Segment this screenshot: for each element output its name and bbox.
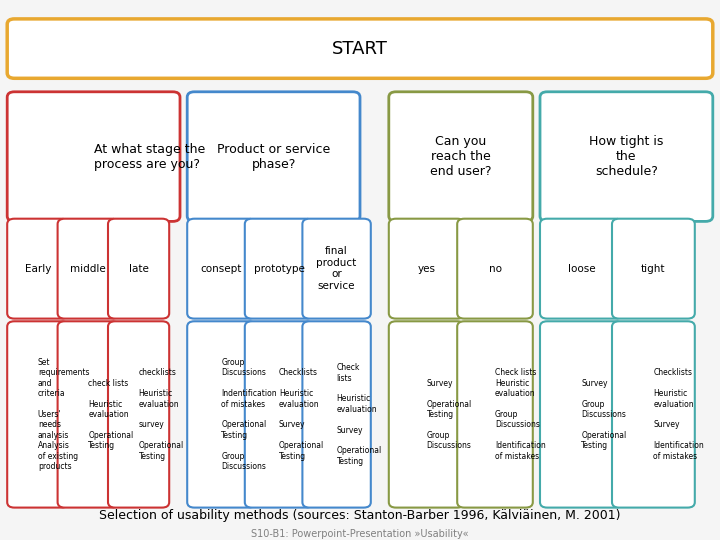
Text: check lists

Heuristic
evaluation

Operational
Testing: check lists Heuristic evaluation Operati…: [89, 379, 133, 450]
FancyBboxPatch shape: [58, 219, 119, 319]
Text: Set
requirements
and
criteria

Users'
needs
analysis
Analysis
of existing
produc: Set requirements and criteria Users' nee…: [38, 358, 89, 471]
FancyBboxPatch shape: [612, 219, 695, 319]
Text: Check lists
Heuristic
evaluation

Group
Discussions

Identification
of mistakes: Check lists Heuristic evaluation Group D…: [495, 368, 546, 461]
FancyBboxPatch shape: [389, 321, 464, 508]
Text: At what stage the
process are you?: At what stage the process are you?: [94, 143, 205, 171]
Text: Survey

Group
Discussions

Operational
Testing: Survey Group Discussions Operational Tes…: [582, 379, 626, 450]
Text: loose: loose: [567, 264, 595, 274]
FancyBboxPatch shape: [187, 92, 360, 221]
Text: checklists

Heuristic
evaluation

survey

Operational
Testing: checklists Heuristic evaluation survey O…: [138, 368, 184, 461]
FancyBboxPatch shape: [108, 219, 169, 319]
Text: Early: Early: [24, 264, 51, 274]
Text: S10-B1: Powerpoint-Presentation »Usability«: S10-B1: Powerpoint-Presentation »Usabili…: [251, 529, 469, 538]
Text: yes: yes: [418, 264, 436, 274]
FancyBboxPatch shape: [540, 321, 623, 508]
Text: Product or service
phase?: Product or service phase?: [217, 143, 330, 171]
Text: How tight is
the
schedule?: How tight is the schedule?: [589, 135, 664, 178]
FancyBboxPatch shape: [187, 321, 256, 508]
FancyBboxPatch shape: [457, 219, 533, 319]
FancyBboxPatch shape: [540, 219, 623, 319]
FancyBboxPatch shape: [7, 92, 180, 221]
FancyBboxPatch shape: [7, 19, 713, 78]
FancyBboxPatch shape: [245, 219, 313, 319]
FancyBboxPatch shape: [302, 321, 371, 508]
Text: tight: tight: [641, 264, 666, 274]
FancyBboxPatch shape: [612, 321, 695, 508]
FancyBboxPatch shape: [389, 219, 464, 319]
FancyBboxPatch shape: [7, 219, 68, 319]
FancyBboxPatch shape: [7, 321, 68, 508]
Text: START: START: [332, 39, 388, 58]
FancyBboxPatch shape: [302, 219, 371, 319]
Text: Selection of usability methods (sources: Stanton-Barber 1996, Kälviäinen, M. 200: Selection of usability methods (sources:…: [99, 509, 621, 522]
Text: middle: middle: [71, 264, 106, 274]
Text: consept: consept: [201, 264, 242, 274]
FancyBboxPatch shape: [457, 321, 533, 508]
FancyBboxPatch shape: [245, 321, 313, 508]
Text: no: no: [488, 264, 502, 274]
Text: Group
Discussions

Indentification
of mistakes

Operational
Testing

Group
Discu: Group Discussions Indentification of mis…: [222, 358, 277, 471]
Text: Can you
reach the
end user?: Can you reach the end user?: [430, 135, 492, 178]
FancyBboxPatch shape: [389, 92, 533, 221]
FancyBboxPatch shape: [540, 92, 713, 221]
Text: Check
lists

Heuristic
evaluation

Survey

Operational
Testing: Check lists Heuristic evaluation Survey …: [336, 363, 382, 465]
Text: Checklists

Heuristic
evaluation

Survey

Identification
of mistakes: Checklists Heuristic evaluation Survey I…: [654, 368, 704, 461]
FancyBboxPatch shape: [58, 321, 119, 508]
Text: prototype: prototype: [253, 264, 305, 274]
FancyBboxPatch shape: [108, 321, 169, 508]
Text: Survey

Operational
Testing

Group
Discussions: Survey Operational Testing Group Discuss…: [426, 379, 472, 450]
Text: Checklists

Heuristic
evaluation

Survey

Operational
Testing: Checklists Heuristic evaluation Survey O…: [279, 368, 324, 461]
Text: late: late: [129, 264, 148, 274]
Text: final
product
or
service: final product or service: [317, 246, 356, 291]
FancyBboxPatch shape: [187, 219, 256, 319]
